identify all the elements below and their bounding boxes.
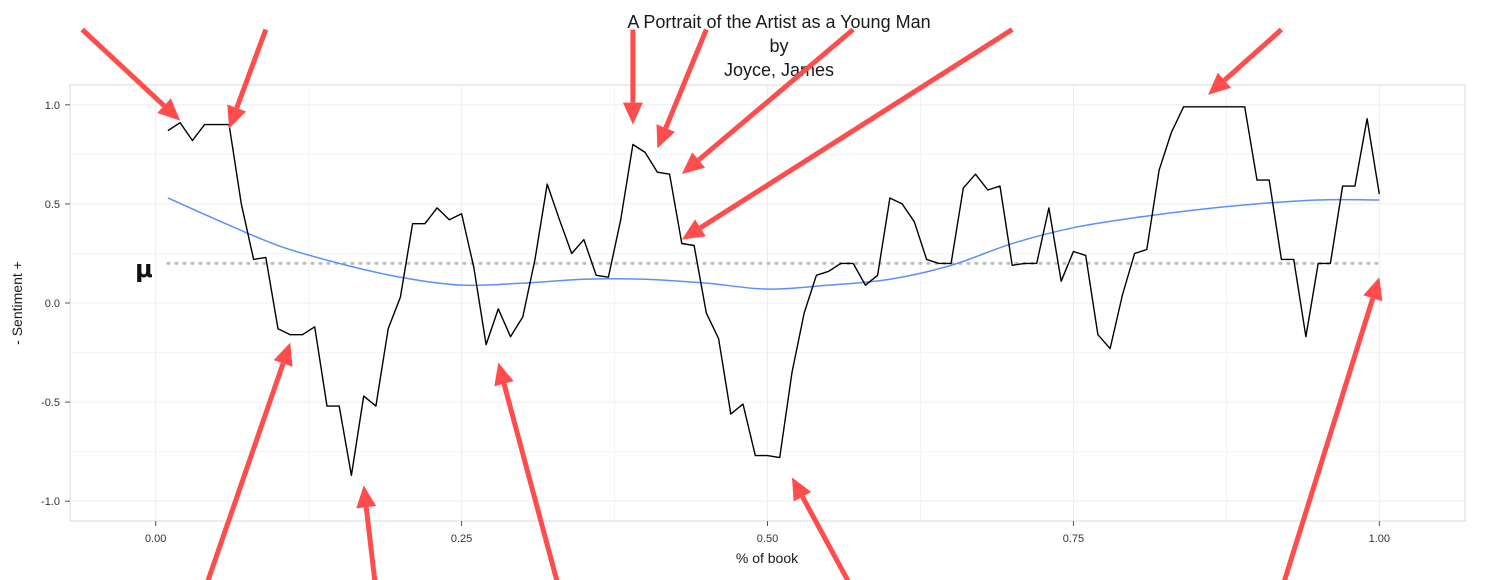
x-axis-title: % of book xyxy=(736,550,799,566)
annotation-arrow xyxy=(80,27,181,121)
arrow-shaft xyxy=(205,362,286,580)
x-tick-label: 0.25 xyxy=(451,533,472,545)
sentiment-line-group xyxy=(167,106,1380,477)
annotation-arrow xyxy=(1208,27,1284,95)
chart-title: A Portrait of the Artist as a Young Man … xyxy=(627,12,930,80)
arrow-shaft xyxy=(1282,297,1376,580)
chart-title-line-3: Joyce, James xyxy=(724,60,834,80)
sentiment-line xyxy=(167,106,1380,477)
arrow-head xyxy=(681,152,706,175)
chart-title-line-2: by xyxy=(769,36,788,56)
arrow-shaft xyxy=(699,27,1014,230)
mean-symbol: μ xyxy=(135,255,153,283)
arrow-head xyxy=(1363,277,1383,302)
annotation-arrow xyxy=(656,28,709,149)
x-tick-label: 0.00 xyxy=(145,533,166,545)
x-tick-label: 1.00 xyxy=(1369,533,1390,545)
annotation-arrow xyxy=(791,477,851,580)
y-tick-label: 1.0 xyxy=(45,100,60,112)
arrow-head xyxy=(1208,72,1232,95)
arrow-shaft xyxy=(1222,27,1284,83)
arrow-shaft xyxy=(80,27,166,108)
y-tick-label: 0.5 xyxy=(45,199,60,211)
smooth-trend-group xyxy=(167,197,1380,290)
arrow-shaft xyxy=(234,28,269,109)
x-tick-label: 0.50 xyxy=(757,533,778,545)
annotation-arrow xyxy=(205,342,293,580)
arrow-shaft xyxy=(663,28,709,130)
smooth-trend-line xyxy=(167,197,1380,290)
x-axis-ticks: 0.00 0.25 0.50 0.75 1.00 xyxy=(145,521,1390,545)
y-tick-label: -1.0 xyxy=(41,496,60,508)
arrow-shaft xyxy=(363,506,378,580)
annotation-arrow xyxy=(1282,277,1383,580)
arrow-head xyxy=(227,104,247,129)
arrow-head xyxy=(791,477,812,502)
annotation-arrow xyxy=(227,28,269,129)
arrow-shaft xyxy=(501,383,560,580)
arrow-head xyxy=(157,98,181,121)
x-tick-label: 0.75 xyxy=(1063,533,1084,545)
arrow-head xyxy=(273,342,293,367)
annotation-arrow xyxy=(494,362,560,580)
annotation-arrow xyxy=(681,27,855,175)
y-axis-title: - Sentiment + xyxy=(9,261,25,345)
arrow-head xyxy=(656,124,675,149)
annotation-arrow xyxy=(681,27,1014,240)
arrow-shaft xyxy=(800,495,851,580)
arrow-head xyxy=(622,102,643,125)
annotation-arrow xyxy=(356,485,378,580)
chart-title-line-1: A Portrait of the Artist as a Young Man xyxy=(627,12,930,32)
grid-lines xyxy=(70,85,1465,521)
arrow-head xyxy=(681,219,706,240)
y-axis-ticks: 1.0 0.5 0.0 -0.5 -1.0 xyxy=(41,100,70,508)
annotation-arrow xyxy=(622,29,643,125)
arrow-head xyxy=(356,485,377,509)
arrow-head xyxy=(494,362,514,387)
arrow-shaft xyxy=(697,27,855,162)
annotation-arrows xyxy=(80,27,1383,580)
y-tick-label: 0.0 xyxy=(45,298,60,310)
y-tick-label: -0.5 xyxy=(41,397,60,409)
